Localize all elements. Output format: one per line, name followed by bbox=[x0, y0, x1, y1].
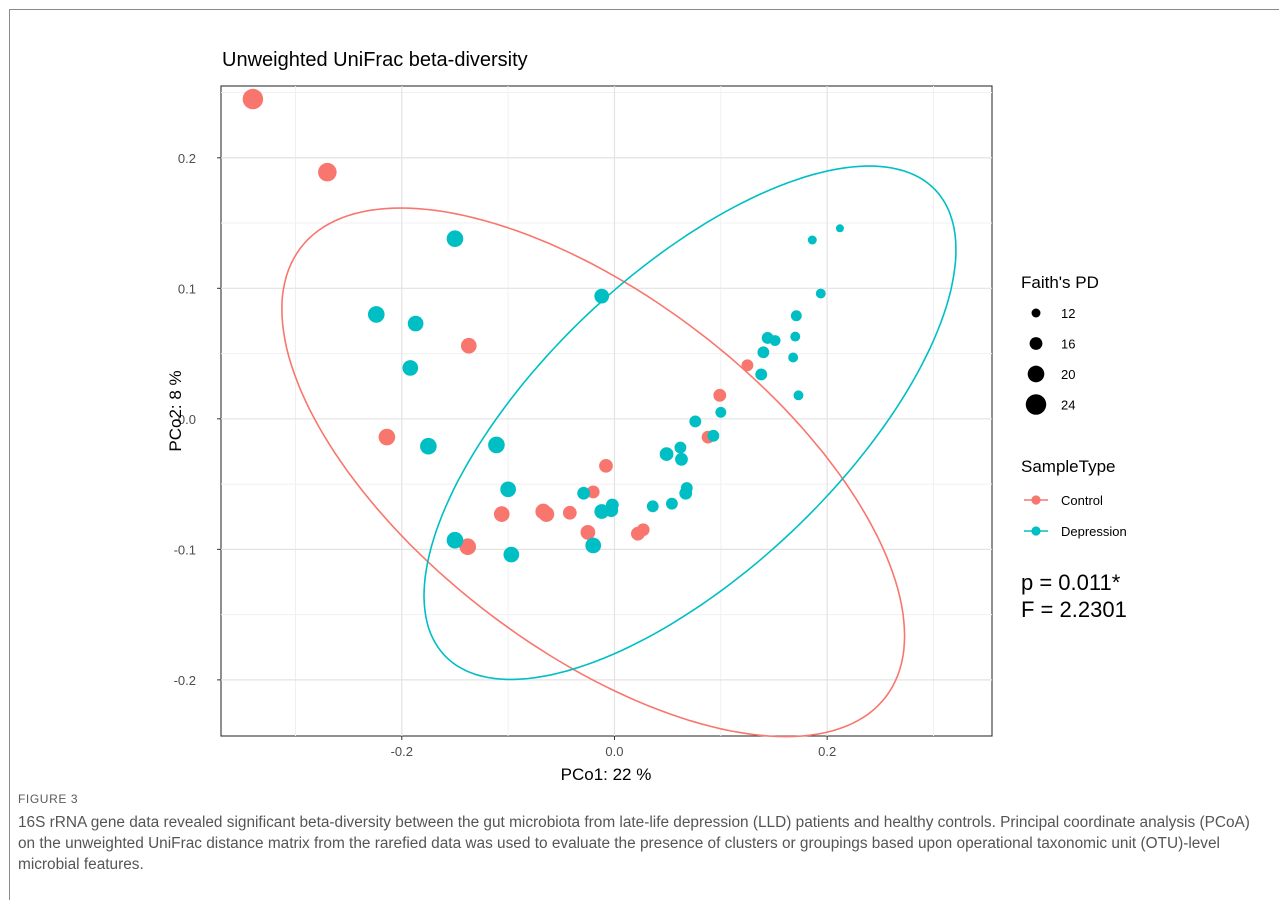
point-depression bbox=[790, 331, 801, 342]
point-control bbox=[493, 506, 510, 522]
x-tick-label: 0.0 bbox=[605, 744, 623, 759]
figure-frame bbox=[9, 9, 1279, 900]
point-depression bbox=[665, 497, 678, 510]
size-legend: 12 16 20 24 bbox=[1025, 306, 1075, 415]
point-depression bbox=[707, 429, 720, 442]
size-legend-label: 20 bbox=[1061, 367, 1075, 382]
size-legend-key bbox=[1031, 308, 1041, 318]
y-tick-label: -0.2 bbox=[174, 673, 196, 688]
point-depression bbox=[367, 306, 385, 323]
grid-major bbox=[221, 86, 992, 736]
p-value-annotation: p = 0.011* bbox=[1021, 570, 1121, 595]
point-depression bbox=[659, 447, 674, 461]
x-tick-label: 0.2 bbox=[818, 744, 836, 759]
figure-caption: 16S rRNA gene data revealed significant … bbox=[18, 814, 1250, 873]
size-legend-label: 12 bbox=[1061, 306, 1075, 321]
point-depression bbox=[503, 546, 520, 563]
ellipse-depression bbox=[423, 165, 957, 681]
size-legend-label: 16 bbox=[1061, 337, 1075, 352]
x-axis: -0.2 0.0 0.2 bbox=[391, 736, 836, 759]
point-depression bbox=[446, 230, 464, 248]
point-depression bbox=[420, 437, 437, 455]
y-tick-label: 0.2 bbox=[178, 151, 196, 166]
y-axis: -0.2 -0.1 0.0 0.1 0.2 bbox=[174, 151, 221, 688]
color-legend-key bbox=[1031, 495, 1041, 505]
point-depression bbox=[402, 360, 419, 376]
point-depression bbox=[790, 310, 802, 322]
point-control bbox=[713, 388, 727, 402]
point-control bbox=[242, 88, 264, 110]
f-statistic-annotation: F = 2.2301 bbox=[1021, 597, 1127, 622]
y-tick-label: 0.1 bbox=[178, 281, 196, 296]
data-points bbox=[242, 88, 844, 563]
point-control bbox=[636, 523, 650, 537]
point-depression bbox=[680, 482, 693, 494]
point-depression bbox=[577, 486, 591, 500]
plot-panel bbox=[220, 85, 993, 737]
point-control bbox=[318, 162, 337, 182]
point-depression bbox=[793, 390, 804, 401]
x-tick-label: -0.2 bbox=[391, 744, 413, 759]
point-depression bbox=[407, 315, 424, 332]
y-tick-label: -0.1 bbox=[174, 542, 196, 557]
figure-label: FIGURE 3 bbox=[18, 792, 79, 806]
point-depression bbox=[755, 368, 768, 381]
point-depression bbox=[769, 335, 781, 346]
size-legend-title: Faith's PD bbox=[1021, 273, 1099, 292]
color-legend: Control Depression bbox=[1024, 493, 1127, 539]
size-legend-key bbox=[1029, 337, 1043, 350]
chart-title: Unweighted UniFrac beta-diversity bbox=[222, 49, 528, 71]
point-depression bbox=[835, 224, 844, 233]
point-depression bbox=[500, 481, 516, 498]
legend: Faith's PD 12 16 20 24 SampleType Control De… bbox=[1021, 273, 1127, 539]
point-depression bbox=[689, 415, 702, 428]
point-depression bbox=[594, 288, 610, 304]
point-control bbox=[586, 485, 600, 499]
point-depression bbox=[674, 441, 687, 454]
ellipse-control bbox=[281, 207, 906, 738]
point-control bbox=[562, 505, 577, 520]
y-tick-label: 0.0 bbox=[178, 412, 196, 427]
color-legend-label: Depression bbox=[1061, 524, 1127, 539]
x-axis-label: PCo1: 22 % bbox=[561, 765, 652, 784]
point-depression bbox=[715, 406, 727, 418]
size-legend-key bbox=[1025, 394, 1047, 415]
point-control bbox=[378, 428, 396, 446]
point-depression bbox=[675, 452, 688, 466]
point-depression bbox=[646, 500, 659, 513]
point-depression bbox=[446, 531, 464, 549]
color-legend-title: SampleType bbox=[1021, 457, 1116, 476]
point-control bbox=[599, 458, 613, 473]
point-control bbox=[580, 525, 596, 540]
point-control bbox=[460, 337, 477, 354]
point-depression bbox=[788, 352, 799, 363]
size-legend-key bbox=[1027, 365, 1045, 383]
point-control bbox=[741, 359, 754, 372]
color-legend-label: Control bbox=[1061, 493, 1103, 508]
confidence-ellipses bbox=[281, 165, 957, 738]
color-legend-key bbox=[1031, 526, 1041, 536]
point-depression bbox=[807, 235, 817, 245]
point-depression bbox=[605, 498, 619, 512]
point-depression bbox=[815, 288, 826, 299]
point-depression bbox=[585, 537, 602, 554]
point-depression bbox=[757, 346, 770, 359]
point-depression bbox=[488, 436, 505, 454]
size-legend-label: 24 bbox=[1061, 398, 1075, 413]
point-control bbox=[538, 506, 555, 522]
y-axis-label: PCo2: 8 % bbox=[166, 370, 185, 451]
point-control bbox=[459, 538, 477, 556]
